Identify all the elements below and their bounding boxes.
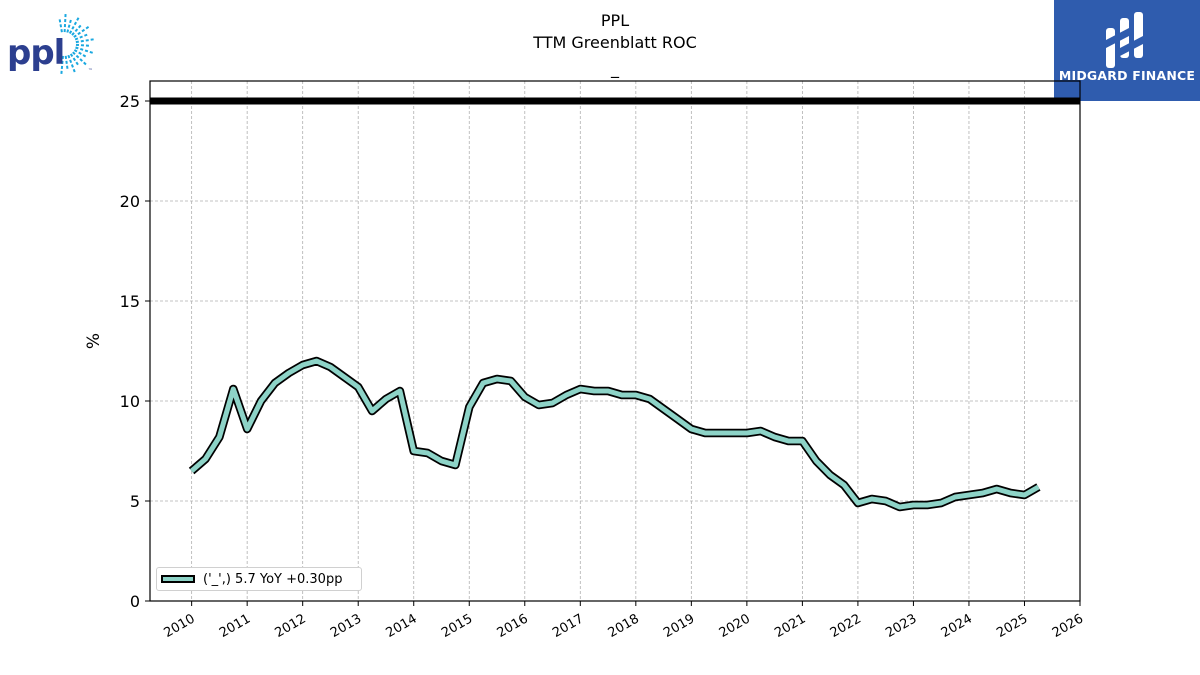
x-tick-label: 2023	[883, 611, 919, 641]
legend: ('_',) 5.7 YoY +0.30pp	[156, 567, 362, 591]
series-line	[189, 358, 1040, 510]
trademark-mark: ™	[88, 68, 93, 74]
legend-swatch	[161, 575, 195, 583]
sunburst-ray	[71, 24, 83, 36]
x-tick-label: 2019	[661, 611, 697, 641]
x-tick-label: 2014	[384, 611, 420, 641]
chart-title-metric: TTM Greenblatt ROC	[533, 33, 697, 52]
chart-subtitle: _	[611, 59, 619, 78]
x-tick-label: 2020	[717, 611, 753, 641]
sunburst-ray	[66, 18, 73, 33]
series-line-outline	[188, 356, 1041, 512]
x-tick-label: 2016	[495, 611, 531, 641]
x-tick-label: 2022	[828, 611, 864, 641]
sunburst-ray	[58, 18, 63, 33]
sunburst-ray	[75, 46, 93, 54]
y-tick-label: 5	[130, 492, 140, 511]
x-tick-label: 2021	[772, 611, 808, 641]
chart-title-ticker: PPL	[600, 11, 630, 30]
y-tick-label: 0	[130, 592, 140, 611]
x-tick-label: 2015	[439, 611, 475, 641]
midgard-emblem-icon	[1106, 12, 1143, 68]
x-tick-label: 2011	[217, 611, 253, 641]
sunburst-ray	[75, 38, 94, 44]
x-tick-label: 2025	[994, 611, 1030, 641]
sunburst-ray	[64, 55, 69, 70]
sunburst-ray	[73, 25, 90, 38]
x-tick-label: 2010	[161, 611, 197, 641]
sunburst-ray	[69, 53, 80, 67]
midgard-finance-logo: MIDGARD FINANCE	[1054, 0, 1200, 101]
y-tick-label: 15	[120, 292, 140, 311]
sunburst-ray	[73, 49, 88, 58]
y-axis-label: %	[84, 333, 104, 349]
sunburst-ray	[75, 43, 91, 47]
y-tick-label: 25	[120, 92, 140, 111]
x-tick-label: 2026	[1050, 611, 1086, 641]
ppl-logo-text: ppl	[7, 33, 65, 73]
sunburst-ray	[74, 33, 89, 41]
plot-frame	[149, 80, 1081, 602]
x-tick-label: 2013	[328, 611, 364, 641]
midgard-finance-text: MIDGARD FINANCE	[1058, 68, 1196, 83]
sunburst-ray	[63, 13, 67, 33]
x-tick-label: 2018	[606, 611, 642, 641]
sunburst-ray	[60, 55, 64, 74]
x-tick-label: 2024	[939, 611, 975, 641]
x-tick-label: 2012	[273, 611, 309, 641]
sunburst-ray	[67, 54, 76, 73]
x-tick-label: 2017	[550, 611, 586, 641]
sunburst-ray	[72, 51, 87, 66]
sunburst-ray	[68, 17, 80, 34]
ppl-logo: ppl ™	[4, 6, 96, 76]
y-tick-label: 10	[120, 392, 140, 411]
legend-label: ('_',) 5.7 YoY +0.30pp	[203, 572, 343, 587]
y-tick-label: 20	[120, 192, 140, 211]
sunburst-icon	[58, 13, 94, 74]
